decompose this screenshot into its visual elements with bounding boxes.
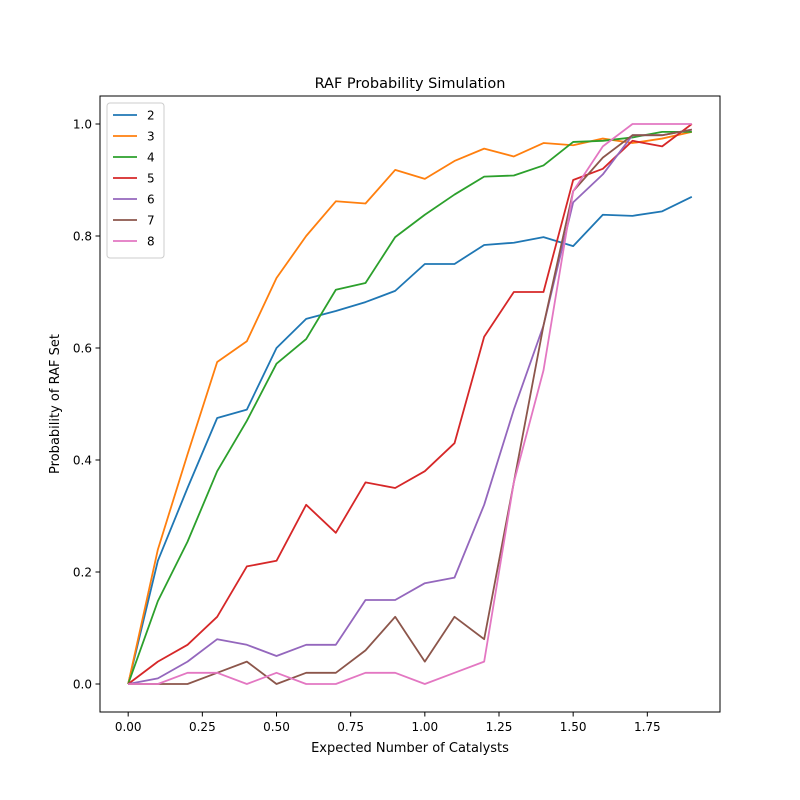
x-axis: 0.00 0.25 0.50 0.75 1.00 1.25 1.50 1.75 <box>115 712 661 734</box>
legend-label-4: 4 <box>147 151 155 165</box>
x-tick-label: 0.25 <box>189 720 216 734</box>
y-axis-label: Probability of RAF Set <box>48 334 63 474</box>
legend-label-3: 3 <box>147 130 155 144</box>
plot-frame <box>99 95 721 713</box>
y-tick-label: 0.2 <box>73 565 92 579</box>
y-axis: 0.0 0.2 0.4 0.6 0.8 1.0 <box>73 117 100 691</box>
series-line-7 <box>128 128 692 685</box>
x-tick-label: 1.50 <box>560 720 587 734</box>
x-tick-label: 1.25 <box>486 720 513 734</box>
legend-label-8: 8 <box>147 235 155 249</box>
x-tick-label: 0.00 <box>115 720 142 734</box>
legend-label-5: 5 <box>147 172 155 186</box>
plot-lines <box>127 123 693 685</box>
series-line-6 <box>128 128 692 685</box>
x-tick-label: 1.75 <box>634 720 661 734</box>
y-tick-label: 0.8 <box>73 229 92 243</box>
series-line-3 <box>127 130 693 685</box>
legend-box <box>106 102 165 259</box>
chart-title: RAF Probability Simulation <box>315 76 506 92</box>
legend-label-7: 7 <box>147 214 155 228</box>
x-tick-label: 0.50 <box>263 720 290 734</box>
x-tick-label: 1.00 <box>411 720 438 734</box>
y-tick-label: 0.0 <box>73 677 92 691</box>
y-tick-label: 0.6 <box>73 341 92 355</box>
series-line-5 <box>127 123 693 685</box>
x-axis-label: Expected Number of Catalysts <box>311 741 509 756</box>
y-tick-label: 0.4 <box>73 453 92 467</box>
y-tick-label: 1.0 <box>73 117 92 131</box>
series-line-4 <box>127 130 692 685</box>
legend-label-2: 2 <box>147 109 155 123</box>
series-line-8 <box>128 123 692 685</box>
legend-label-6: 6 <box>147 193 155 207</box>
series-line-2 <box>127 195 693 685</box>
legend: 2 3 4 5 6 7 8 <box>106 102 165 259</box>
x-tick-label: 0.75 <box>337 720 364 734</box>
